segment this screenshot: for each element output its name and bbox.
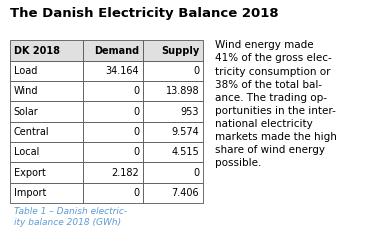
Text: Table 1 – Danish electric-
ity balance 2018 (GWh): Table 1 – Danish electric- ity balance 2… — [14, 207, 127, 227]
Text: Solar: Solar — [14, 106, 38, 117]
Bar — [10, 122, 83, 142]
Text: 34.164: 34.164 — [106, 66, 139, 76]
Bar — [143, 40, 203, 61]
Bar — [83, 183, 143, 203]
Text: Load: Load — [14, 66, 37, 76]
Bar — [83, 122, 143, 142]
Text: 0: 0 — [133, 86, 139, 96]
Bar — [83, 162, 143, 183]
Text: The Danish Electricity Balance 2018: The Danish Electricity Balance 2018 — [10, 7, 278, 20]
Text: Supply: Supply — [161, 46, 199, 56]
Text: 2.182: 2.182 — [111, 167, 139, 178]
Bar — [143, 142, 203, 162]
Text: 0: 0 — [133, 127, 139, 137]
Text: Import: Import — [14, 188, 46, 198]
Bar — [143, 162, 203, 183]
Bar — [10, 81, 83, 101]
Bar — [83, 40, 143, 61]
Text: 13.898: 13.898 — [166, 86, 199, 96]
Bar — [10, 183, 83, 203]
Bar — [10, 142, 83, 162]
Text: DK 2018: DK 2018 — [14, 46, 60, 56]
Bar — [10, 40, 83, 61]
Bar — [143, 122, 203, 142]
Text: 0: 0 — [193, 66, 199, 76]
Text: 9.574: 9.574 — [171, 127, 199, 137]
Bar — [10, 162, 83, 183]
Bar — [83, 101, 143, 122]
Text: 4.515: 4.515 — [171, 147, 199, 157]
Text: Wind energy made
41% of the gross elec-
tricity consumption or
38% of the total : Wind energy made 41% of the gross elec- … — [215, 40, 337, 168]
Bar — [143, 61, 203, 81]
Text: 0: 0 — [133, 106, 139, 117]
Bar — [83, 142, 143, 162]
Bar — [143, 81, 203, 101]
Text: Demand: Demand — [94, 46, 139, 56]
Text: 0: 0 — [193, 167, 199, 178]
Text: 7.406: 7.406 — [172, 188, 199, 198]
Bar — [143, 183, 203, 203]
Text: 953: 953 — [181, 106, 199, 117]
Bar — [83, 61, 143, 81]
Text: 0: 0 — [133, 188, 139, 198]
Text: Wind: Wind — [14, 86, 38, 96]
Bar — [10, 61, 83, 81]
Text: Export: Export — [14, 167, 45, 178]
Text: Local: Local — [14, 147, 39, 157]
Text: 0: 0 — [133, 147, 139, 157]
Bar — [10, 101, 83, 122]
Bar — [143, 101, 203, 122]
Bar — [83, 81, 143, 101]
Text: Central: Central — [14, 127, 49, 137]
